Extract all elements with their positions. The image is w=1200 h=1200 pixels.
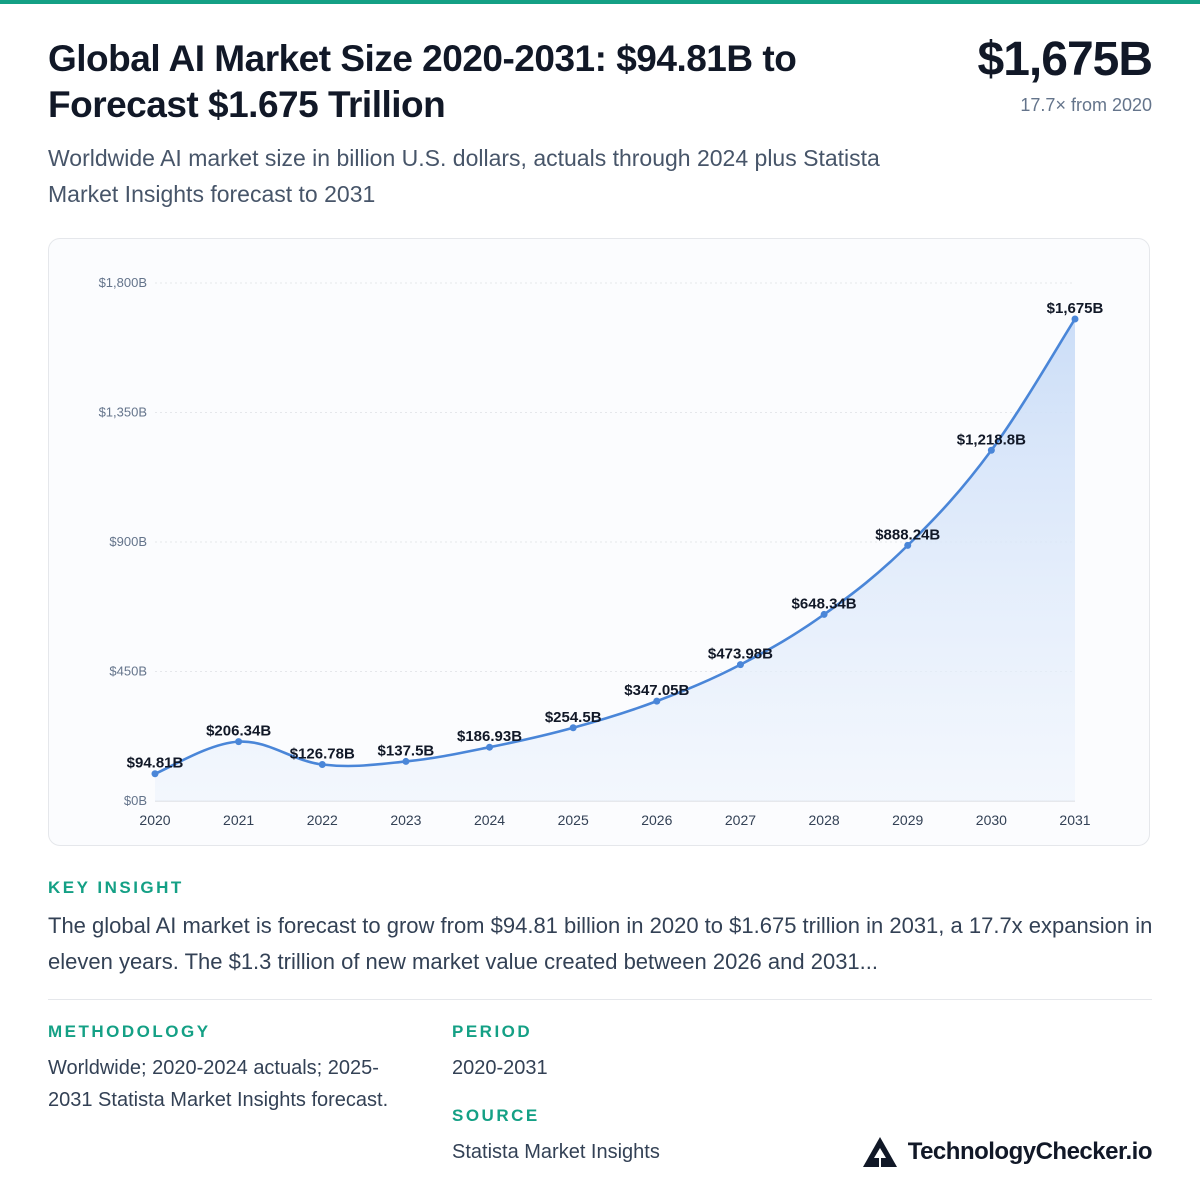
data-label: $1,675B <box>1047 300 1104 317</box>
data-label: $473.98B <box>708 646 773 663</box>
chart-points-layer <box>151 315 1079 778</box>
x-tick-label: 2025 <box>558 812 589 828</box>
data-point <box>736 661 744 669</box>
data-point <box>820 610 828 618</box>
source-text: Statista Market Insights <box>452 1141 660 1163</box>
key-insight-label: KEY INSIGHT <box>48 878 184 897</box>
headline-growth-note: 17.7× from 2020 <box>1020 95 1152 115</box>
data-point <box>1071 315 1079 323</box>
page-title: Global AI Market Size 2020-2031: $94.81B… <box>48 38 797 125</box>
data-point <box>486 743 494 751</box>
triangle-logo-icon <box>862 1137 897 1167</box>
series-area <box>155 318 1075 801</box>
y-tick-label: $900B <box>109 534 147 549</box>
page-subtitle: Worldwide AI market size in billion U.S.… <box>48 145 880 207</box>
section-divider <box>48 999 1152 1000</box>
data-label: $186.93B <box>457 728 522 745</box>
x-tick-label: 2022 <box>307 812 338 828</box>
data-point <box>569 724 577 732</box>
y-tick-label: $1,800B <box>99 275 147 290</box>
x-tick-label: 2031 <box>1059 812 1090 828</box>
x-tick-label: 2020 <box>139 812 170 828</box>
data-label: $888.24B <box>875 526 940 543</box>
data-label: $94.81B <box>127 755 184 772</box>
x-tick-label: 2021 <box>223 812 254 828</box>
data-point <box>318 761 326 769</box>
y-tick-label: $1,350B <box>99 405 147 420</box>
data-label: $126.78B <box>290 746 355 763</box>
chart-axis-layer: $0B $450B $900B $1,350B $1,800B 2020 2021 2022 2… <box>99 275 1091 828</box>
y-tick-label: $0B <box>124 793 147 808</box>
data-point <box>987 446 995 454</box>
methodology-label: METHODOLOGY <box>48 1022 211 1041</box>
period-text: 2020-2031 <box>452 1057 548 1079</box>
top-accent-bar <box>0 0 1200 4</box>
data-point <box>402 757 410 765</box>
data-point <box>235 738 243 746</box>
methodology-text: Worldwide; 2020-2024 actuals; 2025-2031 … <box>48 1057 389 1111</box>
x-tick-label: 2024 <box>474 812 505 828</box>
x-tick-label: 2027 <box>725 812 756 828</box>
data-point <box>653 697 661 705</box>
brand-logo: TechnologyChecker.io <box>862 1136 1153 1168</box>
data-label: $648.34B <box>792 595 857 612</box>
x-tick-label: 2026 <box>641 812 672 828</box>
y-tick-label: $450B <box>109 664 147 679</box>
chart-card: $94.81B $206.34B $126.78B $137.5B $186.93B $2… <box>48 238 1150 846</box>
brand-name: TechnologyChecker.io <box>907 1138 1153 1165</box>
x-tick-label: 2023 <box>390 812 421 828</box>
chart-labels-layer: $94.81B $206.34B $126.78B $137.5B $186.93B $2… <box>127 300 1104 772</box>
data-point <box>904 541 912 549</box>
period-label: PERIOD <box>452 1022 533 1041</box>
data-label: $137.5B <box>378 742 435 759</box>
data-label: $254.5B <box>545 709 602 726</box>
headline-value: $1,675B <box>977 33 1153 86</box>
chart-area-layer <box>155 318 1075 801</box>
market-size-chart: $94.81B $206.34B $126.78B $137.5B $186.93B $2… <box>99 275 1104 828</box>
x-tick-label: 2030 <box>976 812 1007 828</box>
x-tick-label: 2028 <box>809 812 840 828</box>
source-label: SOURCE <box>452 1106 540 1125</box>
data-label: $347.05B <box>624 682 689 699</box>
data-label: $206.34B <box>206 723 271 740</box>
data-label: $1,218.8B <box>957 431 1026 448</box>
x-tick-label: 2029 <box>892 812 923 828</box>
data-point <box>151 770 159 778</box>
key-insight-text: The global AI market is forecast to grow… <box>48 913 1153 974</box>
